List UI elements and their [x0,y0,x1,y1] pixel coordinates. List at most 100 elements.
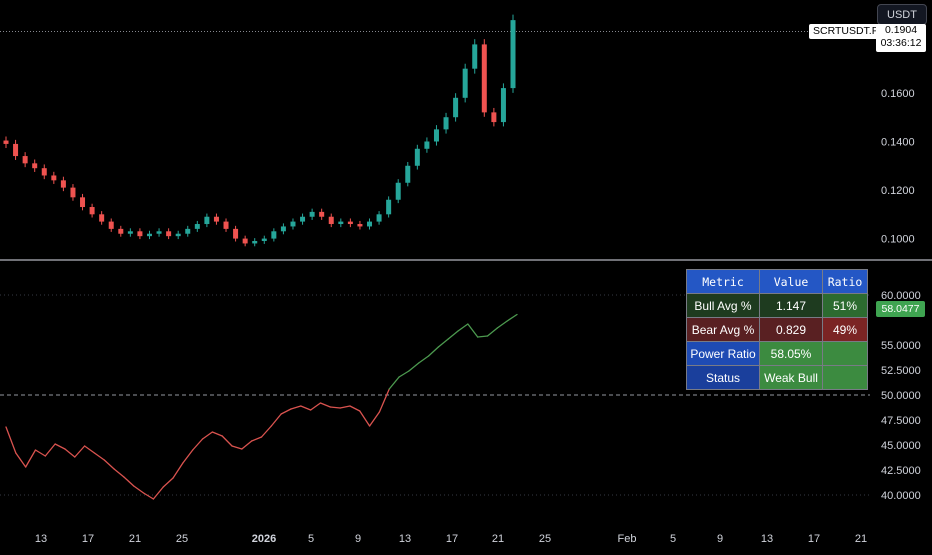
candle-body [443,117,449,130]
power-ratio-value: 58.05% [759,341,823,366]
candle-body [472,44,478,69]
ratio-line-segment [329,406,341,409]
candle-body [319,211,325,217]
ratio-line-segment [133,485,145,494]
ratio-line-segment [34,449,46,457]
bear-avg-label: Bear Avg % [686,317,760,342]
currency-button[interactable]: USDT [877,4,927,25]
candle-body [376,214,382,222]
candle-body [118,228,124,234]
time-axis-tick-14: 13 [761,533,773,545]
ratio-line-segment [280,408,292,415]
ratio-line-segment [15,452,27,468]
ratio-line-segment [25,449,37,468]
candle-body [500,88,506,123]
ratio-line-segment [496,320,508,329]
ratio-line-segment [201,431,214,440]
bar-countdown: 03:36:12 [880,37,922,49]
indicator-axis-tick-2: 52.5000 [881,365,921,377]
candle-body [3,140,9,144]
ratio-line-segment [221,435,233,447]
ratio-line-segment [408,362,420,372]
candle-body [89,207,95,215]
candle-body [414,148,420,166]
ratio-line-segment [427,346,440,357]
ratio-line-segment [398,370,410,378]
ratio-line-segment [359,410,371,427]
last-price-value: 0.1904 [884,24,918,36]
time-axis-tick-9: 21 [492,533,504,545]
candle-body [462,68,468,98]
candle-body [395,182,401,200]
ratio-line-segment [437,338,449,348]
ratio-line-segment [467,323,479,338]
symbol-tag[interactable]: SCRTUSDT.P [809,24,883,39]
ratio-line-segment [192,438,204,451]
candle-body [127,231,133,234]
ratio-line-segment [378,388,390,413]
price-axis-tick-3: 0.1200 [881,185,915,197]
candle-body [185,228,191,234]
ratio-line-segment [418,355,430,364]
ratio-line-segment [152,486,164,500]
candle-body [13,143,19,157]
price-axis-tick-1: 0.1600 [881,88,915,100]
candle-body [70,187,76,198]
ratio-line-segment [241,440,253,450]
time-axis-tick-4: 2026 [252,533,276,545]
ratio-line-segment [447,330,459,340]
table-row: Bull Avg % 1.147 51% [686,293,868,318]
ratio-line-segment [260,425,272,438]
candle-body [137,231,143,237]
ratio-line-segment [477,335,489,338]
candle-body [347,221,353,225]
table-header-row: Metric Value Ratio [686,269,868,294]
power-ratio-empty [822,341,868,366]
candle-body [156,231,162,234]
table-row: Power Ratio 58.05% [686,341,868,366]
ratio-line-segment [64,448,76,458]
ratio-line-segment [113,468,125,478]
indicator-axis-tick-6: 42.5000 [881,465,921,477]
ratio-line-segment [486,327,498,337]
candle-body [300,216,306,222]
ratio-line-segment [300,405,312,411]
ratio-line-segment [506,313,518,322]
time-axis-tick-6: 9 [355,533,361,545]
time-axis-tick-3: 25 [176,533,188,545]
ratio-line-segment [172,462,184,479]
time-axis-tick-11: Feb [618,533,637,545]
candle-body [252,241,258,244]
price-axis-tick-4: 0.1000 [881,234,915,246]
ratio-line-segment [74,445,86,458]
ratio-line-segment [251,436,263,442]
ratio-line-segment [270,413,282,427]
candle-body [433,129,439,142]
ratio-line-segment [93,452,105,461]
candle-body [213,216,219,222]
time-axis-tick-16: 21 [855,533,867,545]
ratio-line-segment [83,445,96,454]
candle-body [99,214,105,222]
table-header-ratio: Ratio [822,269,868,294]
indicator-value-tag: 58.0477 [876,301,925,317]
candle-body [108,221,114,229]
price-axis-tick-2: 0.1400 [881,136,915,148]
candle-body [223,221,229,229]
table-row: Status Weak Bull [686,365,868,390]
candle-body [80,197,86,208]
candle-body [357,224,363,227]
table-row: Bear Avg % 0.829 49% [686,317,868,342]
status-label: Status [686,365,760,390]
status-value: Weak Bull [759,365,823,390]
candle-body [166,231,172,237]
candle-body [22,156,28,164]
candle-body [386,199,392,215]
table-header-value: Value [759,269,823,294]
candle-body [338,221,344,225]
time-axis-tick-5: 5 [308,533,314,545]
candle-body [60,180,66,188]
time-axis-tick-10: 25 [539,533,551,545]
candle-body [204,216,210,225]
